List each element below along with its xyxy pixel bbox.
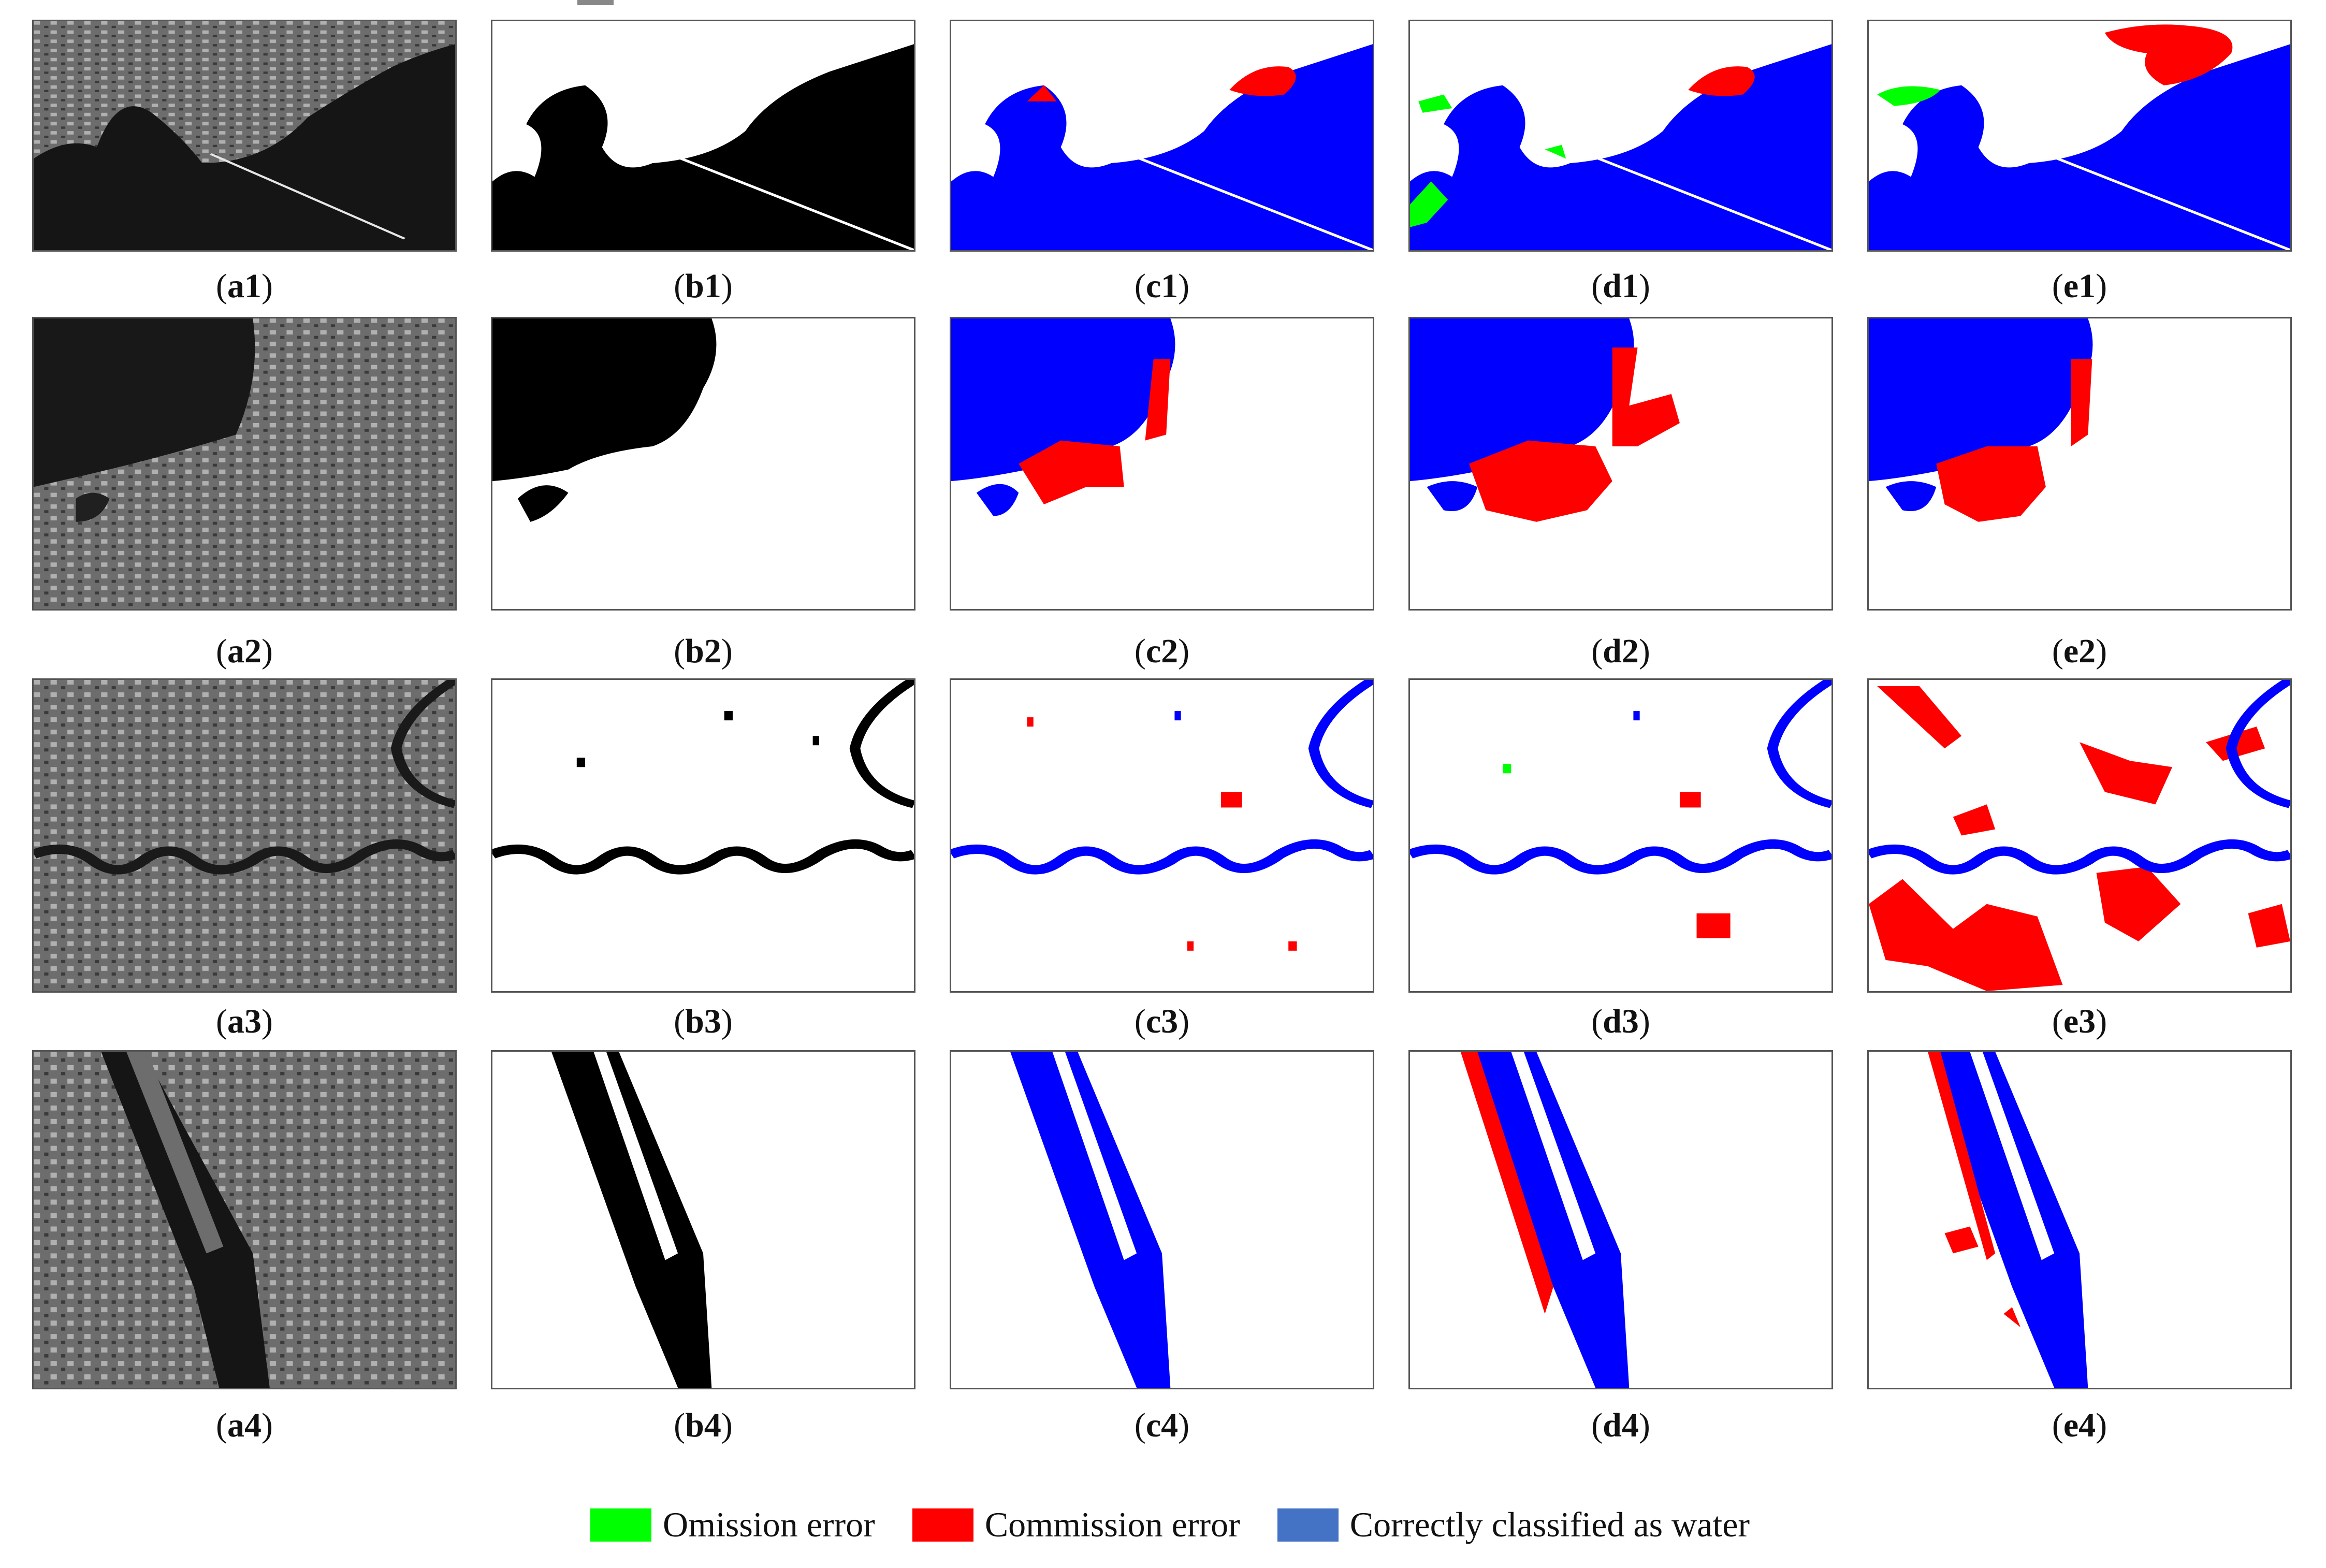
label-e4: (e4) xyxy=(2052,1406,2107,1444)
label-d3: (d3) xyxy=(1591,1003,1650,1040)
panel-b3 xyxy=(491,678,915,993)
label-e1: (e1) xyxy=(2052,267,2107,305)
label-c4: (c4) xyxy=(1134,1406,1190,1444)
legend-swatch-omission xyxy=(590,1508,651,1542)
panel-d3 xyxy=(1408,678,1833,993)
label-a3: (a3) xyxy=(216,1003,273,1040)
legend-item-commission: Commission error xyxy=(912,1504,1240,1545)
label-e3: (e3) xyxy=(2052,1003,2107,1040)
label-c2: (c2) xyxy=(1134,632,1190,670)
label-c1: (c1) xyxy=(1134,267,1190,305)
legend-label-omission: Omission error xyxy=(663,1505,875,1544)
panel-e4 xyxy=(1867,1050,2292,1389)
label-c3: (c3) xyxy=(1134,1003,1190,1040)
panel-e3 xyxy=(1867,678,2292,993)
panel-a2 xyxy=(32,317,457,611)
label-d4: (d4) xyxy=(1591,1406,1650,1444)
label-d2: (d2) xyxy=(1591,632,1650,670)
label-a2: (a2) xyxy=(216,632,273,670)
panel-b1 xyxy=(491,20,915,252)
label-b4: (b4) xyxy=(674,1406,733,1444)
panel-a4 xyxy=(32,1050,457,1389)
legend-label-water: Correctly classified as water xyxy=(1349,1505,1750,1544)
legend-label-commission: Commission error xyxy=(984,1505,1240,1544)
label-b3: (b3) xyxy=(674,1003,733,1040)
legend: Omission error Commission error Correctl… xyxy=(590,1504,1787,1545)
label-a1: (a1) xyxy=(216,267,273,305)
label-b1: (b1) xyxy=(674,267,733,305)
panel-a3 xyxy=(32,678,457,993)
panel-c4 xyxy=(950,1050,1374,1389)
panel-e1 xyxy=(1867,20,2292,252)
legend-swatch-commission xyxy=(912,1508,973,1542)
legend-item-water: Correctly classified as water xyxy=(1277,1504,1750,1545)
panel-c2 xyxy=(950,317,1374,611)
label-d1: (d1) xyxy=(1591,267,1650,305)
panel-d2 xyxy=(1408,317,1833,611)
cropped-legend-fragment xyxy=(577,0,614,5)
panel-c1 xyxy=(950,20,1374,252)
panel-d4 xyxy=(1408,1050,1833,1389)
legend-item-omission: Omission error xyxy=(590,1504,875,1545)
panel-b4 xyxy=(491,1050,915,1389)
panel-b2 xyxy=(491,317,915,611)
panel-e2 xyxy=(1867,317,2292,611)
label-e2: (e2) xyxy=(2052,632,2107,670)
panel-d1 xyxy=(1408,20,1833,252)
label-b2: (b2) xyxy=(674,632,733,670)
panel-c3 xyxy=(950,678,1374,993)
legend-swatch-water xyxy=(1277,1508,1339,1542)
panel-a1 xyxy=(32,20,457,252)
label-a4: (a4) xyxy=(216,1406,273,1444)
